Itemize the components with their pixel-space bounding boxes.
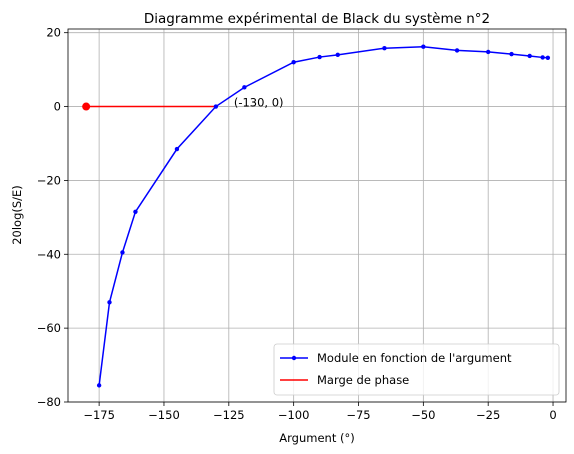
chart-title: Diagramme expérimental de Black du systè… (144, 11, 490, 27)
data-point (540, 55, 545, 60)
data-point (242, 85, 247, 90)
y-tick-label: −60 (37, 321, 61, 335)
legend-label-marge: Marge de phase (317, 373, 409, 387)
critical-point (82, 102, 91, 111)
ticks: −175 −150 −125 −100 −75 −50 −25 0 −80 −60 −40 −20 0 2… (37, 26, 557, 422)
data-point (454, 48, 460, 53)
y-tick-label: −80 (37, 395, 61, 409)
y-tick-label: 0 (54, 100, 61, 114)
series-line-module (98, 45, 548, 386)
x-tick-label: −100 (278, 408, 310, 422)
data-point (509, 51, 514, 57)
data-point (107, 300, 112, 305)
series-layer: (-130, 0) (82, 44, 551, 388)
legend-label-module: Module en fonction de l'argument (317, 351, 512, 365)
plot-area (67, 28, 567, 403)
data-point (174, 146, 180, 152)
data-point (545, 55, 551, 61)
grid (68, 29, 566, 403)
legend-box (273, 343, 560, 396)
data-point (291, 60, 296, 65)
x-tick-label: −175 (83, 408, 115, 422)
data-point (120, 250, 125, 255)
legend-marker-module (291, 355, 297, 361)
data-point (317, 54, 322, 60)
x-axis-label: Argument (°) (279, 431, 354, 445)
x-tick-label: −75 (346, 408, 370, 422)
y-axis-label: 20log(S/E) (10, 185, 24, 245)
data-point (527, 53, 532, 59)
data-point (382, 46, 387, 51)
y-tick-label: 20 (46, 26, 61, 40)
legend: Module en fonction de l'argument Marge d… (273, 343, 560, 396)
y-tick-label: −40 (37, 247, 61, 261)
data-point (485, 49, 491, 55)
x-tick-label: −50 (411, 408, 435, 422)
data-point (133, 209, 138, 215)
x-tick-label: −150 (148, 408, 180, 422)
data-point (213, 104, 219, 109)
x-tick-label: −125 (213, 408, 245, 422)
data-point (96, 383, 102, 388)
data-point (335, 52, 340, 58)
x-tick-label: −25 (476, 408, 500, 422)
data-point (421, 44, 426, 49)
y-tick-label: −20 (37, 173, 61, 187)
annotation-label: (-130, 0) (234, 96, 284, 110)
x-tick-label: 0 (549, 408, 556, 422)
